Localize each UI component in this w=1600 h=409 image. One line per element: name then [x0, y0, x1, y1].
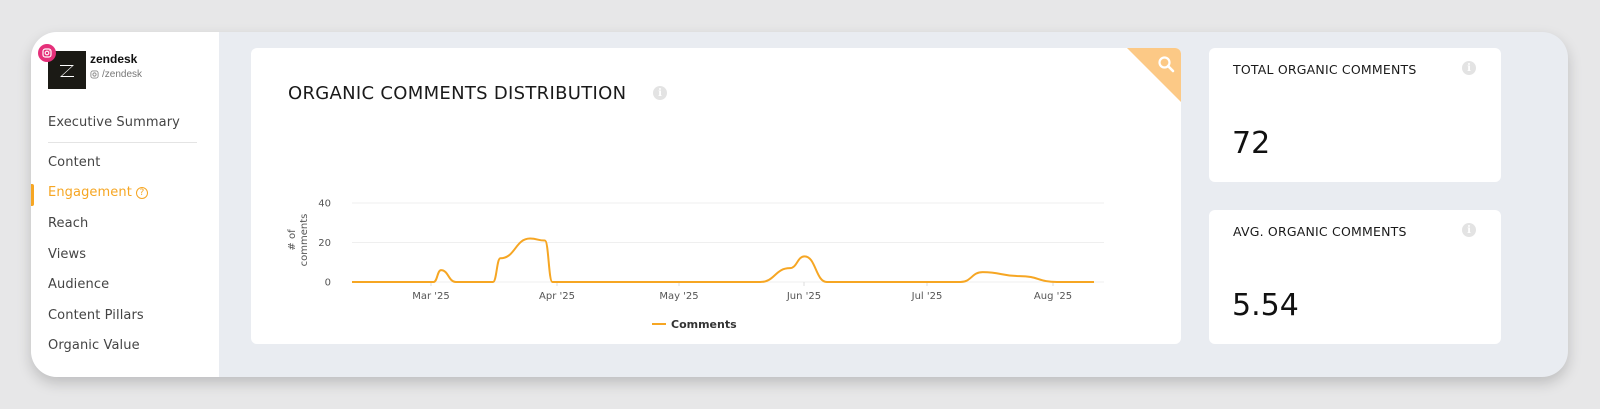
y-tick-label: 20: [318, 238, 331, 249]
chart-legend[interactable]: Comments: [652, 318, 737, 331]
avg-comments-card: AVG. ORGANIC COMMENTS i 5.54: [1209, 210, 1501, 344]
brand-name: zendesk: [90, 52, 138, 66]
instagram-small-icon: [90, 70, 99, 79]
search-icon[interactable]: [1157, 55, 1175, 73]
comments-series-line: [351, 237, 1094, 283]
sidebar: zendesk /zendesk Executive Summary Conte…: [31, 32, 219, 377]
x-tick-label: Aug '25: [1034, 291, 1072, 302]
nav-reach[interactable]: Reach: [48, 216, 89, 231]
x-tick-label: Apr '25: [539, 291, 575, 302]
nav-organic-value[interactable]: Organic Value: [48, 338, 140, 353]
nav-content-pillars[interactable]: Content Pillars: [48, 308, 144, 323]
nav-executive-summary[interactable]: Executive Summary: [48, 115, 180, 130]
comments-line-chart: # ofcomments 40 20 0 Mar '25 Apr '25 May '25…: [287, 199, 1104, 331]
x-tick-label: Jul '25: [911, 291, 943, 302]
total-comments-title: TOTAL ORGANIC COMMENTS: [1233, 62, 1417, 77]
app-window: zendesk /zendesk Executive Summary Conte…: [31, 32, 1568, 377]
total-comments-value: 72: [1232, 126, 1271, 161]
nav-engagement[interactable]: Engagement?: [48, 185, 148, 200]
nav-views[interactable]: Views: [48, 247, 87, 262]
instagram-icon: [38, 44, 56, 62]
legend-label: Comments: [671, 318, 737, 331]
brand-handle: /zendesk: [90, 69, 142, 80]
nav-divider: [48, 142, 197, 143]
nav-content[interactable]: Content: [48, 155, 101, 170]
x-tick-label: Jun '25: [786, 291, 821, 302]
x-tick-label: Mar '25: [412, 291, 450, 302]
chart-title: ORGANIC COMMENTS DISTRIBUTION: [288, 83, 627, 104]
zendesk-logo-icon: [60, 65, 74, 77]
active-indicator: [31, 184, 34, 206]
search-corner[interactable]: [1127, 48, 1181, 102]
total-comments-card: TOTAL ORGANIC COMMENTS i 72: [1209, 48, 1501, 182]
total-comments-info-icon[interactable]: i: [1462, 61, 1476, 75]
y-tick-label: 0: [325, 278, 331, 289]
y-axis-label: # ofcomments: [287, 214, 310, 267]
chart-info-icon[interactable]: i: [653, 86, 667, 100]
avg-comments-title: AVG. ORGANIC COMMENTS: [1233, 224, 1407, 239]
chart-card: ORGANIC COMMENTS DISTRIBUTION i # ofcomm…: [251, 48, 1181, 344]
nav-engagement-label: Engagement: [48, 185, 132, 200]
avg-comments-value: 5.54: [1232, 288, 1299, 323]
x-tick-label: May '25: [659, 291, 698, 302]
help-icon[interactable]: ?: [135, 186, 148, 199]
nav-audience[interactable]: Audience: [48, 277, 110, 292]
brand-handle-text: /zendesk: [102, 69, 143, 80]
avg-comments-info-icon[interactable]: i: [1462, 223, 1476, 237]
y-tick-label: 40: [318, 199, 331, 210]
